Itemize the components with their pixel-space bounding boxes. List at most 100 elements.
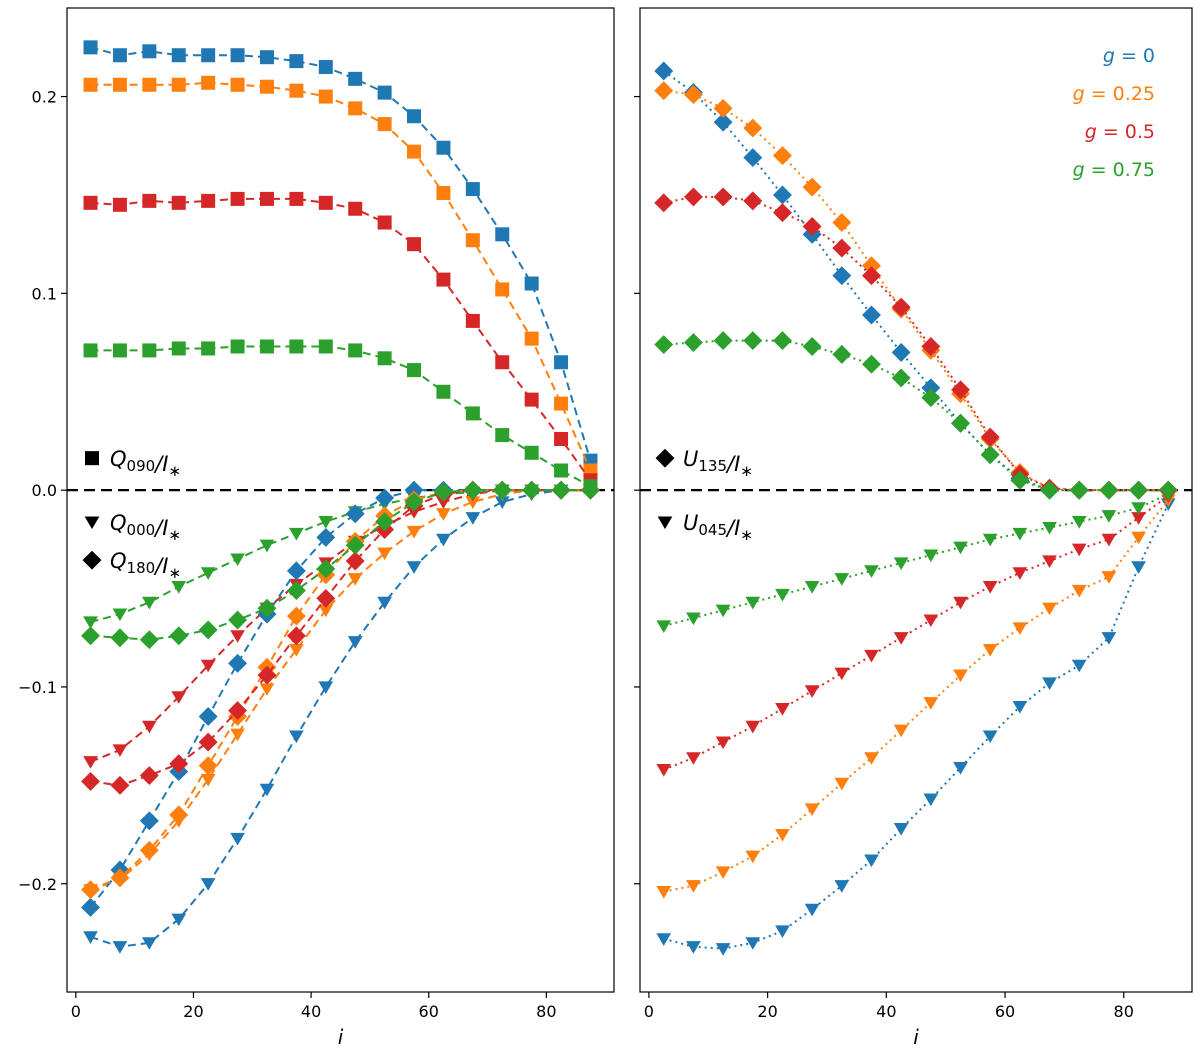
annotation-part: Q — [110, 447, 127, 471]
data-point — [495, 227, 510, 242]
data-point — [230, 630, 245, 643]
data-point — [347, 573, 363, 586]
data-point — [141, 596, 157, 610]
data-point — [1101, 510, 1117, 523]
series-q000-g-0-25 — [83, 484, 598, 897]
data-point — [286, 561, 306, 581]
data-point — [804, 685, 820, 698]
data-point — [921, 388, 941, 408]
data-point — [683, 333, 703, 353]
data-point — [436, 140, 451, 155]
data-point — [1160, 488, 1176, 502]
x-tick-label: 40 — [301, 1002, 321, 1021]
annotation-part: ∗ — [740, 526, 753, 544]
data-point — [375, 512, 395, 532]
data-point — [345, 535, 365, 555]
data-point — [862, 305, 881, 325]
data-point — [347, 636, 363, 649]
data-point — [169, 754, 189, 774]
data-point — [112, 941, 128, 954]
x-tick-label: 60 — [419, 1002, 439, 1021]
data-point — [139, 630, 159, 650]
data-point — [316, 527, 336, 547]
marker-annotation-label: Q180/I∗ — [110, 549, 181, 582]
data-point — [1012, 701, 1028, 714]
data-point — [406, 561, 422, 574]
data-point — [715, 736, 731, 750]
data-point — [921, 337, 941, 356]
data-point — [171, 195, 186, 210]
data-point — [891, 368, 911, 388]
annotation-part: ∗ — [168, 462, 181, 480]
data-point — [436, 185, 451, 200]
data-point — [773, 203, 792, 223]
data-point — [436, 384, 451, 399]
data-point — [110, 628, 130, 648]
data-point — [81, 771, 100, 791]
data-point — [1099, 480, 1119, 500]
data-point — [832, 213, 852, 232]
y-tick-label: 0.2 — [32, 88, 57, 107]
legend-variable: g — [1073, 83, 1085, 105]
data-point — [715, 604, 731, 618]
data-point — [982, 580, 998, 594]
data-point — [864, 565, 879, 578]
series-line — [90, 489, 591, 891]
data-point — [683, 85, 703, 105]
annotation-part: U — [683, 447, 698, 471]
data-point — [743, 191, 763, 211]
data-point — [773, 146, 792, 166]
annotation-part: ∗ — [740, 462, 753, 480]
triangle-marker-icon — [84, 516, 100, 530]
series-line — [663, 89, 1169, 492]
data-point — [554, 355, 569, 370]
data-point — [1131, 531, 1146, 545]
data-point — [686, 752, 701, 765]
data-point — [377, 351, 392, 366]
data-point — [921, 378, 941, 398]
legend: g = 0g = 0.25g = 0.5g = 0.75 — [1073, 45, 1155, 181]
data-point — [656, 933, 672, 946]
data-point — [804, 803, 820, 816]
data-point — [171, 341, 186, 356]
data-point — [230, 553, 245, 567]
data-point — [1040, 480, 1059, 500]
legend-entry: g = 0 — [1103, 45, 1155, 67]
annotation-part: 045 — [698, 521, 727, 539]
data-point — [656, 764, 672, 777]
data-point — [1129, 480, 1149, 500]
data-point — [713, 331, 733, 351]
x-tick-label: 0 — [644, 1002, 654, 1021]
data-point — [686, 941, 701, 954]
data-point — [407, 109, 422, 124]
data-point — [406, 525, 422, 539]
x-axis-label: i — [338, 1025, 344, 1049]
data-point — [492, 480, 512, 500]
data-point — [141, 937, 157, 950]
data-point — [581, 480, 600, 500]
data-point — [1071, 516, 1087, 529]
data-point — [775, 703, 790, 716]
data-point — [1101, 533, 1117, 547]
data-point — [522, 480, 542, 500]
data-point — [289, 730, 304, 744]
data-point — [1042, 555, 1057, 569]
data-point — [289, 527, 304, 541]
data-point — [1131, 502, 1146, 515]
data-point — [1012, 622, 1028, 635]
data-point — [110, 775, 130, 795]
data-point — [257, 665, 277, 685]
series-line — [90, 489, 591, 948]
data-point — [804, 580, 820, 594]
data-point — [743, 118, 763, 138]
legend-entry: g = 0.25 — [1073, 83, 1155, 105]
data-point — [1071, 659, 1087, 673]
data-point — [171, 48, 186, 63]
series-line — [663, 493, 1169, 627]
series-line — [90, 46, 592, 461]
data-point — [139, 766, 159, 785]
data-point — [200, 567, 216, 580]
data-point — [259, 79, 274, 94]
x-tick-label: 40 — [876, 1002, 896, 1021]
data-point — [1042, 521, 1057, 535]
